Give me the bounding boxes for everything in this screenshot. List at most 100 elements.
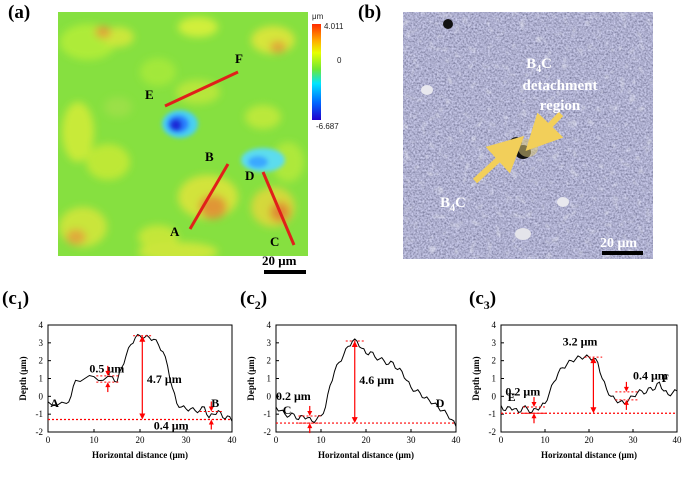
profile-line-dc — [261, 171, 296, 246]
y-tick-label: -1 — [489, 409, 497, 419]
step-arrow-up-head — [105, 382, 111, 388]
depth-annotation-label: 4.6 μm — [359, 373, 394, 387]
x-tick-label: 10 — [317, 435, 327, 445]
x-axis-label: Horizontal distance (μm) — [92, 450, 188, 460]
depth-arrow-head-top — [351, 341, 358, 348]
scale-bar-b — [602, 251, 643, 255]
profile-end-label: B — [211, 396, 219, 410]
line-label-d: D — [245, 168, 254, 183]
x-tick-label: 40 — [673, 435, 683, 445]
arrow-b4c — [472, 135, 525, 184]
line-label-c: C — [270, 234, 279, 249]
profile-end-label: F — [662, 371, 669, 385]
y-tick-label: 3 — [492, 338, 497, 348]
scale-bar-label-a: 20 μm — [262, 253, 297, 268]
depth-arrow-head-bottom — [351, 417, 358, 424]
x-tick-label: 0 — [46, 435, 51, 445]
panel-c1-label: (c1) — [2, 288, 30, 312]
x-axis-label: Horizontal distance (μm) — [318, 450, 414, 460]
x-tick-label: 10 — [90, 435, 100, 445]
line-label-a: A — [170, 224, 180, 239]
profile-series-line — [275, 338, 457, 427]
colorbar-unit: μm — [312, 12, 324, 21]
x-tick-label: 20 — [362, 435, 372, 445]
x-tick-label: 20 — [585, 435, 595, 445]
y-tick-label: 0 — [492, 391, 497, 401]
y-tick-label: 1 — [492, 374, 497, 384]
depth-annotation-label: 3.2 μm — [563, 335, 598, 349]
step-arrow-down-head — [623, 386, 629, 392]
depth-arrow-head-bottom — [590, 407, 597, 414]
height-map-image — [58, 12, 308, 256]
scale-bar-label-b: 20 μm — [600, 236, 637, 251]
step-arrow-up-head — [623, 399, 629, 405]
y-tick-label: 0 — [39, 391, 44, 401]
y-tick-label: -1 — [36, 409, 44, 419]
height-map — [58, 12, 308, 256]
depth-annotation-label: 0.5 μm — [89, 361, 124, 375]
x-tick-label: 20 — [136, 435, 146, 445]
y-tick-label: -2 — [489, 427, 497, 437]
y-tick-label: 4 — [492, 320, 497, 330]
x-tick-label: 0 — [499, 435, 504, 445]
y-tick-label: 3 — [39, 338, 44, 348]
panel-a-label: (a) — [8, 2, 31, 23]
annotation-b4c-title: B4C — [526, 56, 552, 75]
x-axis-label: Horizontal distance (μm) — [541, 450, 637, 460]
panel-c2-label: (c2) — [240, 288, 268, 312]
x-tick-label: 10 — [541, 435, 551, 445]
depth-annotation-label: 0.4 μm — [633, 368, 668, 382]
depth-annotation-label: 4.7 μm — [147, 372, 182, 386]
y-tick-label: 2 — [492, 356, 497, 366]
step-arrow-down-head — [307, 410, 313, 416]
depth-arrow-head-top — [590, 357, 597, 364]
y-tick-label: -2 — [36, 427, 44, 437]
profile-end-label: D — [436, 396, 445, 410]
label-b4c: B4C — [440, 195, 466, 214]
depth-annotation-label: 0.2 μm — [276, 389, 311, 403]
y-tick-label: 1 — [39, 374, 44, 384]
profile-start-label: A — [50, 396, 59, 410]
colorbar-max: 4.011 — [324, 22, 344, 31]
step-arrow-down-head — [531, 402, 537, 408]
scale-bar-a — [264, 270, 306, 274]
panel-c3-label: (c3) — [469, 288, 497, 312]
y-tick-label: 4 — [39, 320, 44, 330]
x-tick-label: 40 — [228, 435, 238, 445]
step-arrow-up-head — [208, 419, 214, 425]
step-arrow-down-head — [208, 406, 214, 412]
line-label-f: F — [235, 51, 243, 66]
profile-line-ab — [188, 163, 230, 230]
profile-line-ef — [164, 70, 239, 108]
line-label-e: E — [145, 87, 154, 102]
y-axis-label: Depth (μm) — [471, 356, 481, 400]
depth-arrow-head-bottom — [139, 413, 146, 420]
depth-annotation-label: 0.4 μm — [154, 418, 189, 432]
profile-start-label: E — [508, 390, 516, 404]
x-tick-label: 40 — [452, 435, 462, 445]
colorbar — [312, 24, 321, 120]
x-tick-label: 30 — [182, 435, 192, 445]
x-tick-label: 0 — [274, 435, 279, 445]
x-tick-label: 30 — [407, 435, 417, 445]
annotation-region: region — [540, 98, 581, 114]
profile-start-label: C — [283, 403, 292, 417]
y-tick-label: -2 — [264, 427, 272, 437]
depth-annotation-label: 0.2 μm — [505, 384, 540, 398]
y-tick-label: 1 — [267, 374, 272, 384]
step-arrow-down-head — [105, 370, 111, 376]
colorbar-mid: 0 — [337, 56, 342, 65]
profile-series-line — [47, 333, 233, 422]
y-tick-label: 2 — [39, 356, 44, 366]
arrow-detachment — [525, 111, 564, 151]
line-label-b: B — [205, 149, 214, 164]
annotation-detachment: detachment — [523, 78, 598, 94]
y-tick-label: 2 — [267, 356, 272, 366]
y-axis-label: Depth (μm) — [18, 356, 28, 400]
depth-arrow-head-top — [139, 335, 146, 342]
y-tick-label: 0 — [267, 391, 272, 401]
colorbar-min: -6.687 — [316, 122, 339, 131]
